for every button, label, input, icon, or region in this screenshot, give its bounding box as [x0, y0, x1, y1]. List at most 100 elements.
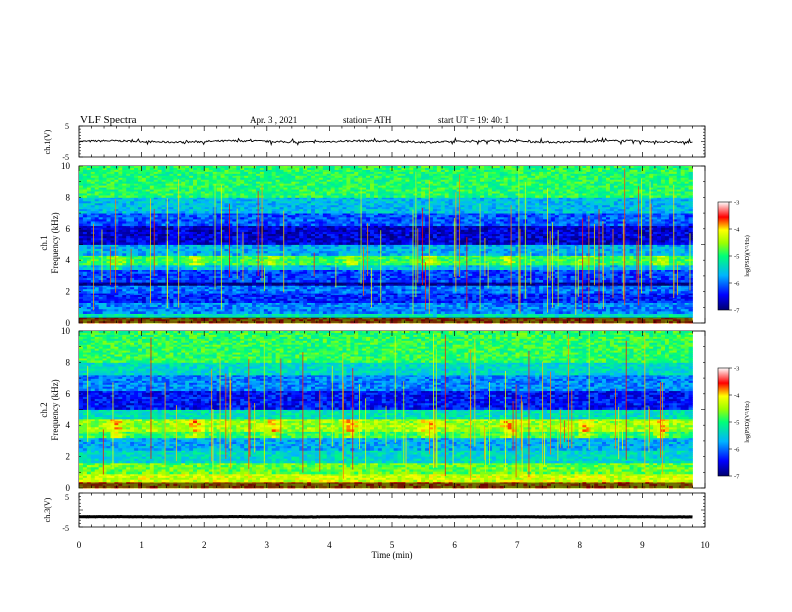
spectrogram-cell: [79, 313, 84, 316]
spectrogram-cell: [672, 273, 678, 277]
spectrogram-cell: [491, 283, 497, 286]
spectrogram-cell: [550, 255, 556, 258]
spectrogram-cell: [511, 311, 516, 314]
spectrogram-cell: [546, 287, 552, 290]
spectrogram-cell: [554, 306, 560, 310]
spectrogram-cell: [279, 304, 284, 308]
spectrogram-cell: [271, 289, 277, 292]
spectrogram-cell: [602, 271, 607, 275]
spectrogram-cell: [460, 289, 465, 292]
spectrogram-cell: [562, 273, 568, 277]
spectrogram-cell: [295, 275, 300, 279]
spectrogram-cell: [417, 277, 422, 281]
spectrogram-cell: [373, 296, 379, 300]
spectrogram-cell: [326, 298, 332, 302]
spectrogram-cell: [680, 293, 686, 296]
spectrogram-cell: [460, 267, 465, 271]
spectrogram-cell: [401, 271, 406, 275]
spectrogram-cell: [381, 293, 387, 296]
spectrogram-cell: [181, 267, 186, 271]
spectrogram-cell: [86, 315, 92, 318]
spectrogram-cell: [401, 296, 406, 300]
spectrogram-cell: [633, 296, 638, 300]
spectrogram-cell: [98, 271, 103, 275]
spectrogram-cell: [578, 267, 583, 271]
spectrogram-cell: [487, 277, 493, 281]
spectrogram-cell: [287, 282, 292, 285]
spectrogram-cell: [476, 302, 481, 306]
spectrogram-cell: [472, 275, 477, 279]
spectrogram-cell: [515, 255, 520, 258]
spectrogram-cell: [165, 315, 170, 318]
spectrogram-cell: [519, 275, 524, 279]
spectrogram-cell: [570, 282, 575, 285]
spectrogram-cell: [429, 277, 434, 281]
spectrogram-cell: [590, 309, 595, 312]
spectrogram-cell: [165, 313, 170, 316]
spectrogram-cell: [460, 293, 465, 296]
spectrogram-cell: [236, 291, 241, 294]
spectrogram-cell: [322, 304, 328, 308]
spectrogram-cell: [185, 304, 190, 308]
spectrogram-cell: [279, 291, 284, 294]
spectrogram-cell: [149, 315, 155, 318]
spectrogram-cell: [370, 264, 375, 268]
spectrogram-cell: [338, 280, 343, 283]
spectrogram-cell: [539, 285, 544, 288]
spectrogram-cell: [413, 313, 418, 316]
spectrogram-cell: [299, 293, 304, 296]
spectrogram-cell: [527, 255, 532, 258]
spectrogram-cell: [389, 300, 394, 303]
spectrogram-cell: [676, 289, 682, 292]
spectrogram-cell: [393, 273, 398, 277]
spectrogram-cell: [676, 311, 682, 314]
spectrogram-cell: [381, 283, 387, 286]
spectrogram-cell: [94, 302, 100, 306]
spectrogram-cell: [539, 306, 544, 310]
spectrogram-cell: [118, 275, 123, 279]
spectrogram-cell: [86, 264, 92, 268]
spectrogram-cell: [322, 293, 328, 296]
spectrogram-cell: [118, 287, 123, 290]
spectrogram-cell: [590, 267, 595, 271]
spectrogram-cell: [90, 315, 96, 318]
spectrogram-cell: [550, 283, 556, 286]
spectrogram-cell: [79, 300, 84, 303]
spectrogram-cell: [381, 309, 387, 312]
spectrogram-cell: [546, 282, 552, 285]
spectrogram-cell: [102, 269, 107, 273]
spectrogram-cell: [425, 273, 430, 277]
spectrogram-cell: [401, 293, 406, 296]
spectrogram-cell: [350, 277, 355, 281]
spectrogram-cell: [114, 267, 119, 271]
spectrogram-cell: [366, 264, 371, 268]
spectrogram-cell: [244, 313, 249, 316]
spectrogram-cell: [688, 311, 693, 314]
spectrogram-cell: [409, 285, 414, 288]
spectrogram-cell: [582, 280, 587, 283]
spectrogram-cell: [385, 304, 391, 308]
spectrogram-cell: [688, 309, 693, 312]
spectrogram-cell: [244, 306, 249, 310]
spectrogram-cell: [326, 296, 332, 300]
spectrogram-cell: [79, 293, 84, 296]
spectrogram-cell: [527, 282, 532, 285]
spectrogram-cell: [476, 264, 481, 268]
spectrogram-cell: [590, 289, 595, 292]
spectrogram-cell: [334, 287, 339, 290]
spectrogram-cell: [389, 315, 394, 318]
spectrogram-cell: [405, 295, 410, 298]
spectrogram-cell: [476, 315, 481, 318]
start-time-label: start UT = 19: 40: 1: [438, 115, 509, 125]
spectrogram-cell: [578, 264, 583, 268]
spectrogram-cell: [515, 264, 520, 268]
spectrogram-cell: [228, 289, 233, 292]
spectrogram-cell: [177, 298, 182, 302]
spectrogram-cell: [79, 315, 84, 318]
spectrogram-cell: [177, 293, 182, 296]
spectrogram-cell: [370, 304, 375, 308]
spectrogram-cell: [252, 289, 257, 292]
spectrogram-cell: [574, 289, 579, 292]
spectrogram-cell: [625, 282, 630, 285]
spectrogram-cell: [98, 313, 103, 316]
